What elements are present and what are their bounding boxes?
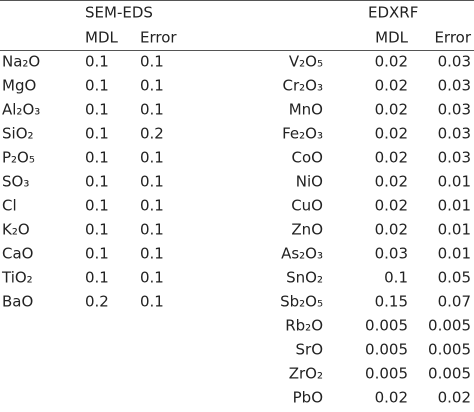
compound: K₂O (2, 220, 30, 239)
mdl-value: 0.02 (374, 100, 408, 119)
mdl-value: 0.1 (85, 100, 109, 119)
compound: SrO (295, 340, 324, 359)
mdl-value: 0.15 (374, 292, 408, 311)
column-header: Error (434, 28, 471, 47)
error-value: 0.1 (140, 220, 164, 239)
mdl-value: 0.1 (384, 268, 408, 287)
group-title: EDXRF (368, 3, 419, 22)
mdl-value: 0.2 (85, 292, 109, 311)
header-rule (0, 50, 474, 51)
mdl-value: 0.1 (85, 148, 109, 167)
error-value: 0.1 (140, 100, 164, 119)
mdl-value: 0.1 (85, 76, 109, 95)
mdl-value: 0.03 (374, 244, 408, 263)
error-value: 0.01 (437, 196, 471, 215)
mdl-value: 0.005 (365, 340, 408, 359)
compound: ZrO₂ (288, 364, 323, 383)
error-value: 0.01 (437, 220, 471, 239)
mdl-value: 0.02 (374, 220, 408, 239)
mdl-value: 0.1 (85, 220, 109, 239)
compound: CuO (291, 196, 323, 215)
error-value: 0.01 (437, 244, 471, 263)
error-value: 0.005 (428, 364, 471, 383)
compound: SnO₂ (286, 268, 323, 287)
compound: As₂O₃ (281, 244, 323, 263)
column-header: Error (140, 28, 177, 47)
column-header: MDL (375, 28, 408, 47)
compound: Na₂O (2, 52, 41, 71)
error-value: 0.03 (437, 52, 471, 71)
mdl-value: 0.1 (85, 244, 109, 263)
compound: Fe₂O₃ (282, 124, 323, 143)
compound: NiO (295, 172, 323, 191)
error-value: 0.2 (140, 124, 164, 143)
error-value: 0.1 (140, 172, 164, 191)
mdl-value: 0.02 (374, 196, 408, 215)
compound: BaO (2, 292, 34, 311)
compound: V₂O₅ (288, 52, 323, 71)
error-value: 0.02 (437, 388, 471, 407)
mdl-value: 0.02 (374, 148, 408, 167)
compound: TiO₂ (2, 268, 33, 287)
compound: Rb₂O (285, 316, 323, 335)
mdl-value: 0.02 (374, 388, 408, 407)
mdl-value: 0.005 (365, 364, 408, 383)
compound: ZnO (291, 220, 323, 239)
mdl-value: 0.1 (85, 268, 109, 287)
error-value: 0.05 (437, 268, 471, 287)
error-value: 0.1 (140, 292, 164, 311)
compound: Cr₂O₃ (282, 76, 323, 95)
compound: CoO (291, 148, 323, 167)
group-title: SEM-EDS (85, 3, 153, 22)
mdl-value: 0.02 (374, 172, 408, 191)
compound: SiO₂ (2, 124, 34, 143)
error-value: 0.005 (428, 340, 471, 359)
error-value: 0.07 (437, 292, 471, 311)
error-value: 0.1 (140, 52, 164, 71)
compound: Al₂O₃ (2, 100, 41, 119)
compound: P₂O₅ (2, 148, 35, 167)
error-value: 0.1 (140, 268, 164, 287)
error-value: 0.1 (140, 244, 164, 263)
error-value: 0.03 (437, 76, 471, 95)
mdl-value: 0.1 (85, 124, 109, 143)
mdl-value: 0.02 (374, 124, 408, 143)
error-value: 0.1 (140, 148, 164, 167)
mdl-value: 0.1 (85, 172, 109, 191)
compound: Cl (2, 196, 17, 215)
mdl-value: 0.02 (374, 52, 408, 71)
mdl-value: 0.005 (365, 316, 408, 335)
compound: SO₃ (2, 172, 30, 191)
top-rule (0, 0, 474, 1)
error-value: 0.03 (437, 100, 471, 119)
compound: MnO (288, 100, 323, 119)
error-value: 0.1 (140, 76, 164, 95)
compound: Sb₂O₅ (280, 292, 323, 311)
compound: CaO (2, 244, 34, 263)
column-header: MDL (85, 28, 118, 47)
mdl-value: 0.02 (374, 76, 408, 95)
error-value: 0.005 (428, 316, 471, 335)
error-value: 0.03 (437, 124, 471, 143)
error-value: 0.1 (140, 196, 164, 215)
mdl-value: 0.1 (85, 196, 109, 215)
compound: PbO (292, 388, 323, 407)
error-value: 0.03 (437, 148, 471, 167)
mdl-value: 0.1 (85, 52, 109, 71)
compound: MgO (2, 76, 37, 95)
error-value: 0.01 (437, 172, 471, 191)
